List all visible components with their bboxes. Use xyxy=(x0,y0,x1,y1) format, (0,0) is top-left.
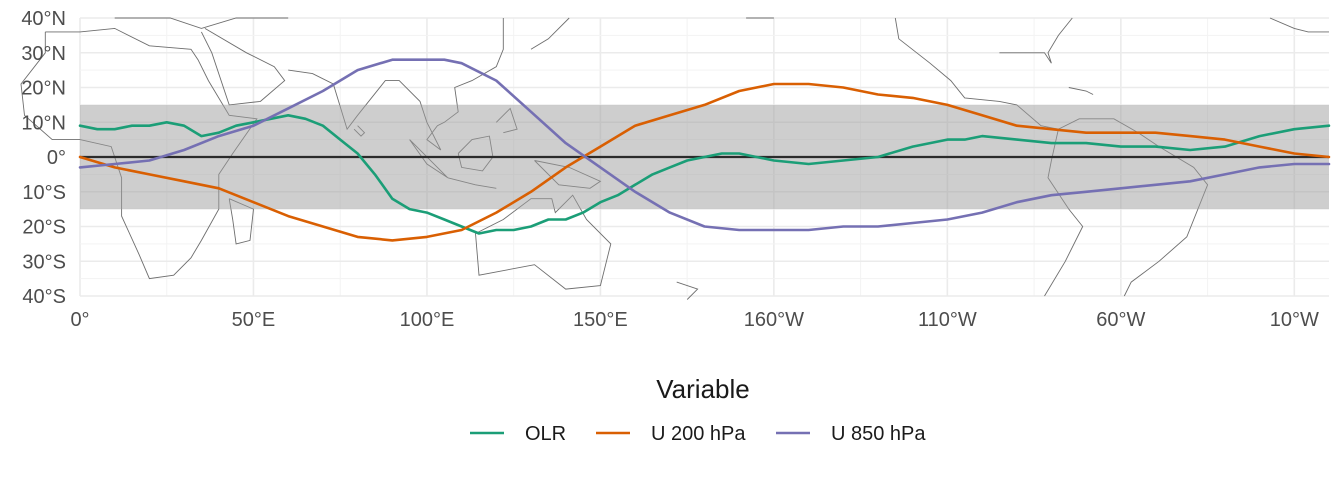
y-axis-tick-labels: 40°N 30°N 20°N 10°N 0° 10°S 20°S 30°S 40°S xyxy=(21,8,66,308)
x-tick-label: 50°E xyxy=(232,309,276,331)
coastline-outline xyxy=(114,17,289,29)
y-tick-label: 30°N xyxy=(21,43,66,65)
series-line-olr xyxy=(78,114,1331,235)
y-tick-label: 30°S xyxy=(22,251,66,273)
x-tick-label: 150°E xyxy=(573,309,628,331)
x-tick-label: 160°W xyxy=(744,309,804,331)
y-tick-label: 10°S xyxy=(22,182,66,204)
legend-label: U 850 hPa xyxy=(831,423,926,445)
coastline-outline xyxy=(999,17,1073,64)
x-tick-label: 110°W xyxy=(918,309,977,331)
legend-label: U 200 hPa xyxy=(651,423,746,445)
legend-label: OLR xyxy=(525,423,566,445)
y-tick-label: 40°N xyxy=(21,8,66,30)
x-tick-label: 0° xyxy=(70,309,89,331)
coastline-outline xyxy=(200,28,286,106)
legend-items: OLR U 200 hPa U 850 hPa xyxy=(470,423,926,445)
series-line-u-200-hpa xyxy=(78,82,1331,242)
series-line-u-850-hpa xyxy=(78,58,1331,232)
series-lines xyxy=(78,58,1331,242)
legend: Variable OLR U 200 hPa U 850 hPa xyxy=(470,374,926,445)
y-tick-label: 0° xyxy=(47,147,66,169)
coastline-outline xyxy=(530,17,570,50)
coastline-outline xyxy=(20,27,258,280)
x-tick-label: 10°W xyxy=(1270,309,1319,331)
x-tick-label: 60°W xyxy=(1096,309,1145,331)
coastline-outline xyxy=(676,281,699,300)
y-tick-label: 10°N xyxy=(21,112,66,134)
x-axis-tick-labels: 0° 50°E 100°E 150°E 160°W 110°W 60°W 10°W xyxy=(70,309,1319,331)
x-tick-label: 100°E xyxy=(400,309,455,331)
legend-title: Variable xyxy=(656,374,749,404)
y-tick-label: 40°S xyxy=(22,286,66,308)
y-tick-label: 20°S xyxy=(22,217,66,239)
coastline-outline xyxy=(1269,17,1329,33)
y-tick-label: 20°N xyxy=(21,78,66,100)
coastline-outline xyxy=(1068,87,1094,95)
